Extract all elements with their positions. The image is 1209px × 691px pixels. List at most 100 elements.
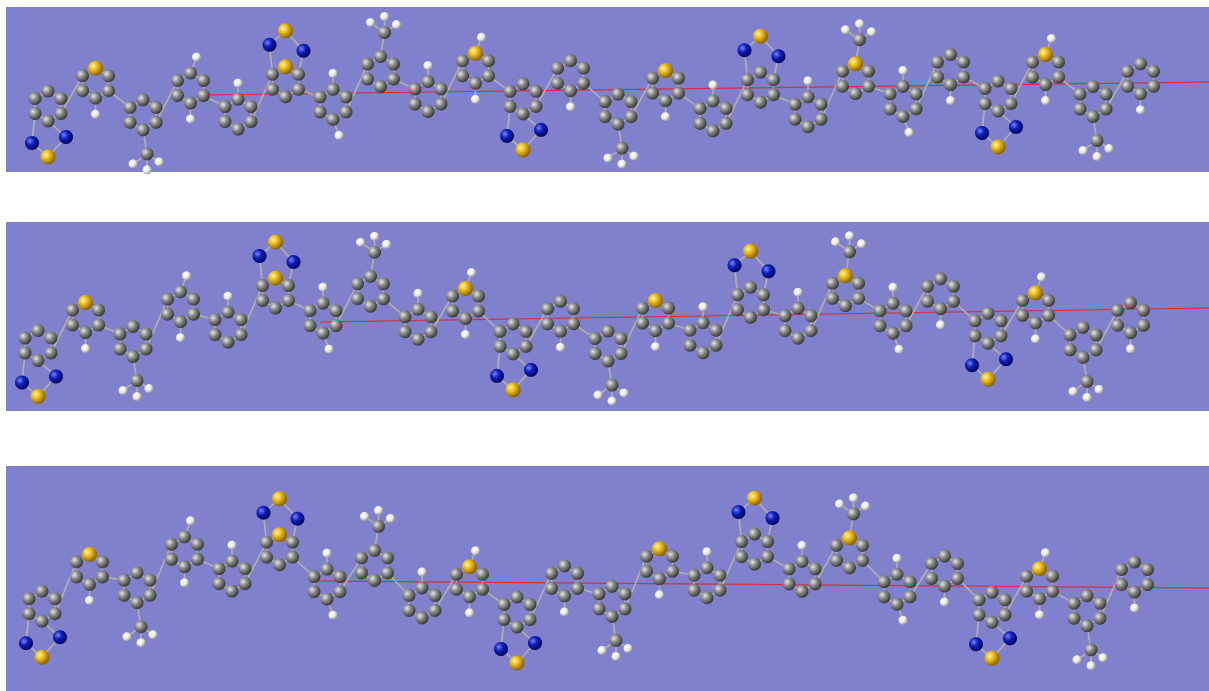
carbon-atom xyxy=(951,557,964,570)
carbon-atom xyxy=(140,328,153,341)
hydrogen-atom xyxy=(841,25,850,34)
carbon-atom xyxy=(317,297,330,310)
carbon-atom xyxy=(171,74,184,87)
carbon-atom xyxy=(748,558,761,571)
carbon-atom xyxy=(862,80,875,93)
carbon-atom xyxy=(187,293,200,306)
carbon-atom xyxy=(1020,585,1033,598)
carbon-atom xyxy=(29,92,42,105)
hydrogen-atom xyxy=(424,61,433,70)
carbon-atom xyxy=(720,117,733,130)
carbon-atom xyxy=(830,539,843,552)
carbon-atom xyxy=(887,297,900,310)
sulfur-atom xyxy=(272,527,287,542)
carbon-atom xyxy=(171,89,184,102)
carbon-atom xyxy=(32,354,45,367)
carbon-atom xyxy=(662,302,675,315)
carbon-atom xyxy=(1111,304,1124,317)
carbon-atom xyxy=(707,94,720,107)
carbon-atom xyxy=(541,302,554,315)
nitrogen-atom xyxy=(297,44,311,58)
carbon-atom xyxy=(944,78,957,91)
carbon-atom xyxy=(245,100,258,113)
carbon-atom xyxy=(256,279,269,292)
carbon-atom xyxy=(1137,319,1150,332)
sulfur-atom xyxy=(268,235,283,250)
carbon-atom xyxy=(482,54,495,67)
carbon-atom xyxy=(191,538,204,551)
hydrogen-atom xyxy=(149,630,158,639)
carbon-atom xyxy=(327,83,340,96)
carbon-atom xyxy=(1100,88,1113,101)
carbon-atom xyxy=(266,83,279,96)
carbon-atom xyxy=(1100,103,1113,116)
carbon-atom xyxy=(456,69,469,82)
carbon-atom xyxy=(416,611,429,624)
hydrogen-atom xyxy=(835,499,844,508)
carbon-atom xyxy=(931,56,944,69)
carbon-atom xyxy=(999,593,1012,606)
carbon-atom xyxy=(843,245,856,258)
carbon-atom xyxy=(96,555,109,568)
nitrogen-atom xyxy=(25,136,39,150)
carbon-atom xyxy=(135,620,148,633)
carbon-atom xyxy=(792,332,805,345)
hydrogen-atom xyxy=(1041,96,1050,105)
carbon-atom xyxy=(1074,103,1087,116)
carbon-atom xyxy=(114,343,127,356)
carbon-atom xyxy=(222,306,235,319)
carbon-atom xyxy=(1094,612,1107,625)
carbon-atom xyxy=(351,292,364,305)
carbon-atom xyxy=(504,100,517,113)
carbon-atom xyxy=(904,575,917,588)
nitrogen-atom xyxy=(999,352,1013,366)
carbon-atom xyxy=(1137,304,1150,317)
sulfur-atom xyxy=(747,491,762,506)
carbon-atom xyxy=(178,560,191,573)
carbon-atom xyxy=(558,589,571,602)
hydrogen-atom xyxy=(186,516,195,525)
nitrogen-atom xyxy=(257,506,271,520)
carbon-atom xyxy=(853,33,866,46)
hydrogen-atom xyxy=(465,608,474,617)
carbon-atom xyxy=(517,107,530,120)
carbon-atom xyxy=(36,615,49,628)
carbon-atom xyxy=(507,317,520,330)
hydrogen-atom xyxy=(594,391,603,400)
carbon-atom xyxy=(368,544,381,557)
carbon-atom xyxy=(92,304,105,317)
carbon-atom xyxy=(625,95,638,108)
hydrogen-atom xyxy=(618,160,627,169)
carbon-atom xyxy=(222,336,235,349)
carbon-atom xyxy=(387,73,400,86)
carbon-atom xyxy=(694,117,707,130)
carbon-atom xyxy=(1064,343,1077,356)
carbon-atom xyxy=(520,325,533,338)
carbon-atom xyxy=(735,550,748,563)
carbon-atom xyxy=(856,554,869,567)
hydrogen-atom xyxy=(556,343,565,352)
carbon-atom xyxy=(178,530,191,543)
hydrogen-atom xyxy=(1087,661,1096,670)
carbon-atom xyxy=(891,568,904,581)
hydrogen-atom xyxy=(329,69,338,78)
carbon-atom xyxy=(76,69,89,82)
carbon-atom xyxy=(286,536,299,549)
hydrogen-atom xyxy=(709,80,718,89)
carbon-atom xyxy=(701,591,714,604)
carbon-atom xyxy=(425,310,438,323)
hydrogen-atom xyxy=(1079,146,1088,155)
carbon-atom xyxy=(412,333,425,346)
hydrogen-atom xyxy=(798,541,807,550)
carbon-atom xyxy=(951,572,964,585)
carbon-atom xyxy=(701,561,714,574)
carbon-atom xyxy=(144,574,157,587)
carbon-atom xyxy=(1087,80,1100,93)
carbon-atom xyxy=(830,554,843,567)
hydrogen-atom xyxy=(655,590,664,599)
carbon-atom xyxy=(564,54,577,67)
carbon-atom xyxy=(625,110,638,123)
hydrogen-atom xyxy=(180,578,189,587)
carbon-atom xyxy=(127,350,140,363)
carbon-atom xyxy=(593,587,606,600)
